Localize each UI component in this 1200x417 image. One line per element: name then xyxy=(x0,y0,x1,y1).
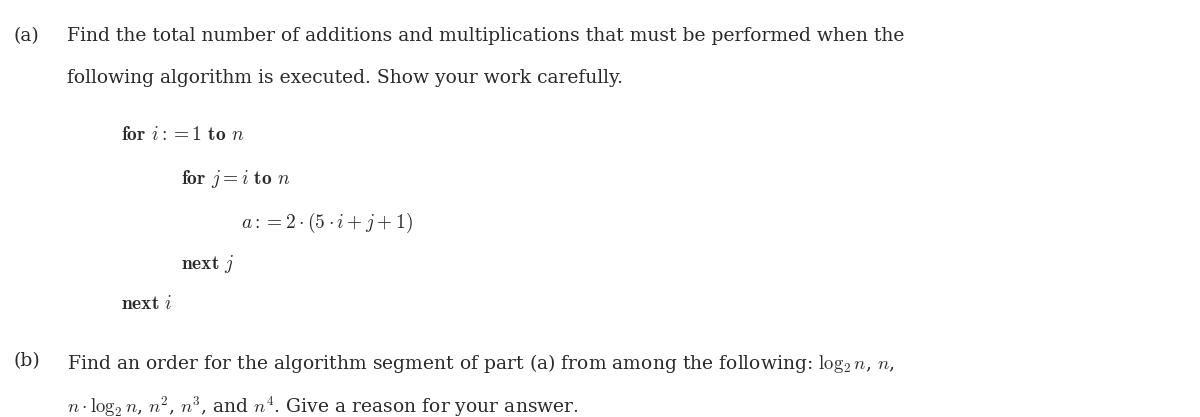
Text: $n \cdot \log_2 n$, $n^2$, $n^3$, and $n^4$. Give a reason for your answer.: $n \cdot \log_2 n$, $n^2$, $n^3$, and $n… xyxy=(67,394,580,417)
Text: following algorithm is executed. Show your work carefully.: following algorithm is executed. Show yo… xyxy=(67,69,623,87)
Text: $\mathbf{for}$ $i := 1$ $\mathbf{to}$ $n$: $\mathbf{for}$ $i := 1$ $\mathbf{to}$ $n… xyxy=(121,126,245,144)
Text: $\mathbf{next}$ $j$: $\mathbf{next}$ $j$ xyxy=(181,253,235,275)
Text: Find an order for the algorithm segment of part (a) from among the following: $\: Find an order for the algorithm segment … xyxy=(67,352,895,374)
Text: (a): (a) xyxy=(13,27,40,45)
Text: $\mathbf{for}$ $j = i$ $\mathbf{to}$ $n$: $\mathbf{for}$ $j = i$ $\mathbf{to}$ $n$ xyxy=(181,168,290,190)
Text: $a := 2 \cdot (5 \cdot i + j + 1)$: $a := 2 \cdot (5 \cdot i + j + 1)$ xyxy=(241,211,413,235)
Text: Find the total number of additions and multiplications that must be performed wh: Find the total number of additions and m… xyxy=(67,27,905,45)
Text: $\mathbf{next}$ $i$: $\mathbf{next}$ $i$ xyxy=(121,295,173,313)
Text: (b): (b) xyxy=(13,352,40,369)
